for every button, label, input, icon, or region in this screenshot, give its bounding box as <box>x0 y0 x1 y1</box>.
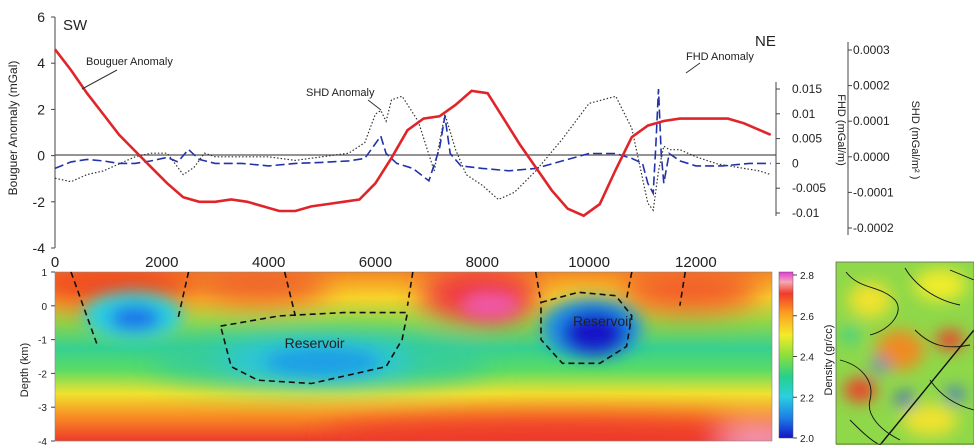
left-axis-tick-label: 0 <box>37 148 45 164</box>
density-high-shallow-mid <box>190 272 330 305</box>
x-axis-tick-label: 4000 <box>252 254 285 271</box>
reservoir-label: Reservoir <box>573 313 633 329</box>
density-high-shallow-right <box>620 272 760 312</box>
fhd-axis-tick-label: 0 <box>792 156 799 170</box>
x-axis-tick-label: 8000 <box>466 254 499 271</box>
depth-axis-tick-label: -4 <box>38 437 47 445</box>
density-section: Reservoir Reservoir 1 0 -1 -2 -3 -4 Depth (km… <box>19 268 835 445</box>
left-axis-tick-label: 6 <box>37 9 45 25</box>
left-axis-label: Bouguer Anomaly (mGal) <box>6 61 20 196</box>
depth-axis-tick-label: -2 <box>38 369 47 380</box>
colorbar-label: Density (gr/cc) <box>823 325 835 396</box>
left-axis-tick-label: -2 <box>33 194 46 210</box>
colorbar-tick-label: 2.8 <box>800 271 814 282</box>
depth-axis-ticks: 1 0 -1 -2 -3 -4 <box>38 268 55 445</box>
ne-label: NE <box>755 33 776 50</box>
shd-axis-tick-label: 0.0003 <box>853 43 890 57</box>
density-deep-pink <box>720 424 772 441</box>
shd-axis-tick-label: -0.0002 <box>853 221 894 235</box>
density-pink-core <box>460 291 520 319</box>
depth-axis-tick-label: 0 <box>41 302 47 313</box>
x-axis-tick-label: 6000 <box>359 254 392 271</box>
fhd-axis-tick-label: 0.01 <box>792 107 816 121</box>
colorbar-tick-label: 2.0 <box>800 434 814 445</box>
x-axis-tick-label: 10000 <box>568 254 610 271</box>
x-axis-tick-label: 12000 <box>675 254 717 271</box>
section-frame <box>54 271 773 442</box>
shd-axis-label: SHD (mGal/m² ) <box>909 101 921 180</box>
depth-axis-tick-label: -3 <box>38 403 47 414</box>
bouguer-annotation: Bouguer Anomaly <box>86 56 173 68</box>
fhd-axis-label: FHD (mGal/m) <box>835 94 847 166</box>
depth-axis-tick-label: 1 <box>41 268 47 279</box>
inset-map <box>835 261 974 445</box>
fault-line <box>177 271 190 320</box>
fault-lines <box>70 271 686 347</box>
fhd-axis-tick-label: -0.005 <box>792 181 826 195</box>
bouguer-anomaly-line <box>53 48 772 218</box>
colorbar-tick-label: 2.4 <box>800 353 814 364</box>
fhd-annotation-arrow <box>685 62 701 74</box>
colorbar <box>778 271 794 439</box>
fault-line <box>679 271 686 306</box>
reservoir-outline <box>540 291 633 365</box>
profile-plot: 6 4 2 0 -2 -4 0 2000 4000 6000 8000 10000 12000 Bou… <box>6 9 921 271</box>
shd-anomaly-line <box>54 95 771 212</box>
colorbar-ticks: 2.8 2.6 2.4 2.2 2.0 <box>793 271 814 445</box>
x-axis-tick-label: 0 <box>51 254 59 271</box>
shd-axis-tick-label: 0.0001 <box>853 114 890 128</box>
depth-axis-label: Depth (km) <box>19 343 31 397</box>
left-axis-tick-label: 2 <box>37 101 45 117</box>
shd-axis-tick-label: 0.0000 <box>853 150 890 164</box>
sw-label: SW <box>63 17 88 34</box>
fhd-axis-ticks: 0.015 0.01 0.005 0 -0.005 -0.01 <box>776 82 826 220</box>
fault-line <box>534 271 542 303</box>
reservoir-outline <box>219 311 409 385</box>
shd-axis-tick-label: 0.0002 <box>853 79 890 93</box>
density-low-left-core <box>109 306 161 330</box>
density-reservoir1-core <box>264 348 380 376</box>
colorbar-tick-label: 2.2 <box>800 393 814 404</box>
fhd-anomaly-line <box>54 88 771 197</box>
x-axis-ticks: 0 2000 4000 6000 8000 10000 12000 <box>51 254 717 271</box>
density-reservoir2-core <box>562 311 626 355</box>
fault-line <box>70 271 99 347</box>
density-deep-high <box>320 418 772 441</box>
fhd-axis-tick-label: 0.015 <box>792 82 822 96</box>
shd-axis-tick-label: -0.0001 <box>853 185 894 199</box>
colorbar-tick-label: 2.6 <box>800 312 814 323</box>
fhd-axis-tick-label: -0.01 <box>792 206 820 220</box>
shd-axis-ticks: 0.0003 0.0002 0.0001 0.0000 -0.0001 -0.0002 <box>848 43 894 235</box>
fault-line <box>625 271 633 300</box>
fault-line <box>283 271 297 317</box>
shd-annotation-arrow <box>367 99 382 111</box>
bouguer-annotation-arrow <box>81 69 118 90</box>
fault-line <box>406 271 414 306</box>
fhd-axis-tick-label: 0.005 <box>792 132 822 146</box>
left-axis-tick-label: 4 <box>37 55 45 71</box>
x-axis-tick-label: 2000 <box>145 254 178 271</box>
depth-axis-tick-label: -1 <box>38 336 47 347</box>
fhd-annotation: FHD Anomaly <box>686 51 754 63</box>
shd-annotation: SHD Anomaly <box>306 87 375 99</box>
left-axis-tick-label: -4 <box>33 240 46 256</box>
left-axis-ticks: 6 4 2 0 -2 -4 <box>33 9 55 256</box>
reservoir-label: Reservoir <box>285 335 345 351</box>
